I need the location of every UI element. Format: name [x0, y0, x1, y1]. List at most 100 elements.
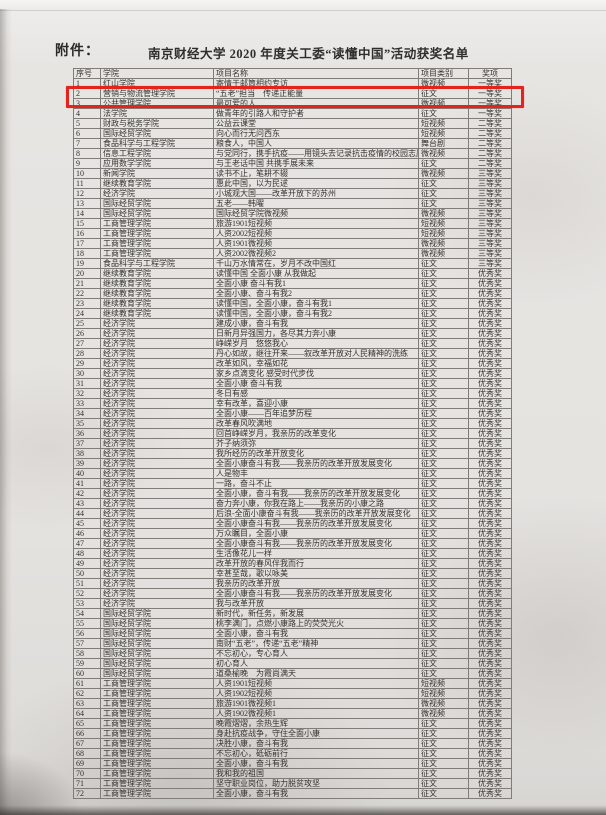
cell-category: 征文 [418, 728, 469, 739]
cell-no: 38 [73, 448, 101, 459]
cell-award: 优秀奖 [468, 668, 512, 679]
cell-project: 日新月异强国力，各尽其力奔小康 [213, 328, 419, 339]
cell-college: 食品科学与工程学院 [100, 258, 214, 269]
paper-corner-shadow [0, 725, 120, 815]
cell-project: 粮食人，中国人 [213, 138, 419, 149]
cell-no: 17 [73, 238, 101, 249]
cell-project: 全面小康奋斗有我——我亲历的改革开放发展变化 [213, 538, 419, 549]
cell-college: 国际经贸学院 [100, 648, 214, 659]
cell-category: 微视频 [418, 148, 469, 159]
table-row: 6 国际经贸学院 向心而行无问西东 短视频 二等奖 [73, 128, 512, 139]
table-row: 31 经济学院 全面小康 奋斗有我 征文 优秀奖 [73, 378, 512, 389]
cell-college: 工商管理学院 [100, 238, 214, 249]
cell-project: 全面小康、奋斗有我2 [213, 288, 419, 299]
cell-college: 国际经贸学院 [100, 208, 214, 219]
cell-award: 优秀奖 [468, 318, 512, 329]
cell-no: 50 [73, 568, 101, 579]
cell-category: 微视频 [418, 208, 469, 219]
cell-college: 继续教育学院 [100, 308, 214, 319]
cell-project: 惠此中国，以为民逑 [213, 178, 419, 189]
cell-no: 49 [73, 558, 101, 569]
cell-college: 经济学院 [100, 318, 214, 329]
cell-no: 55 [73, 618, 101, 629]
cell-no: 45 [73, 518, 101, 529]
cell-category: 短视频 [418, 218, 469, 229]
cell-college: 继续教育学院 [100, 268, 214, 279]
table-row: 54 国际经贸学院 新时代，新任务，新发展 征文 优秀奖 [73, 608, 512, 619]
cell-award: 优秀奖 [468, 428, 512, 439]
table-row: 7 食品科学与工程学院 粮食人，中国人 舞台剧 二等奖 [73, 138, 512, 149]
table-row: 15 工商管理学院 旅游1901短视频 短视频 三等奖 [73, 218, 512, 229]
table-row: 48 经济学院 生活像花儿一样 征文 优秀奖 [73, 548, 512, 559]
cell-college: 经济学院 [100, 398, 214, 409]
cell-category: 征文 [418, 438, 469, 449]
cell-college: 国际经贸学院 [100, 658, 214, 669]
cell-project: 全面小康 奋斗有我1 [213, 278, 419, 289]
cell-project: 一路，奋斗不止 [213, 478, 419, 489]
table-row: 10 新闻学院 读书不止，笔耕不辍 微视频 三等奖 [73, 168, 512, 179]
cell-category: 征文 [418, 658, 469, 669]
cell-college: 公共管理学院 [100, 98, 214, 109]
table-row: 37 经济学院 芥子纳须弥 征文 优秀奖 [73, 438, 512, 449]
cell-no: 51 [73, 578, 101, 589]
cell-college: 经济学院 [100, 428, 214, 439]
cell-award: 优秀奖 [468, 658, 512, 669]
cell-college: 经济学院 [100, 548, 214, 559]
cell-category: 征文 [418, 398, 469, 409]
table-row: 41 经济学院 一路，奋斗不止 征文 优秀奖 [73, 478, 512, 489]
cell-category: 征文 [418, 548, 469, 559]
cell-category: 征文 [418, 338, 469, 349]
cell-college: 继续教育学院 [100, 298, 214, 309]
cell-no: 18 [73, 248, 101, 259]
cell-project: 读懂中国 全面小康 从我做起 [213, 268, 419, 279]
table-row: 4 法学院 做青年的引路人和守护者 征文 一等奖 [73, 108, 512, 119]
cell-category: 征文 [418, 588, 469, 599]
cell-no: 32 [73, 388, 101, 399]
table-row: 1 红山学院 寄情于邮筒相约专访 微视频 一等奖 [73, 78, 512, 89]
cell-no: 31 [73, 378, 101, 389]
cell-no: 3 [73, 98, 101, 109]
cell-project: 幸有改革，喜迎小康 [213, 398, 419, 409]
cell-no: 25 [73, 318, 101, 329]
cell-category: 征文 [418, 638, 469, 649]
awards-table-header: 序号 学院 项目名称 项目类别 奖项 [73, 68, 512, 79]
cell-award: 优秀奖 [468, 298, 512, 309]
cell-no: 42 [73, 488, 101, 499]
cell-project: 国际经贸学院微视频 [213, 208, 419, 219]
table-row: 51 经济学院 我亲历的改革开放 征文 优秀奖 [73, 578, 512, 589]
cell-project: 人资1902短视频 [213, 688, 419, 699]
cell-award: 优秀奖 [468, 678, 512, 689]
cell-award: 优秀奖 [468, 708, 512, 719]
cell-college: 国际经贸学院 [100, 198, 214, 209]
cell-category: 征文 [418, 528, 469, 539]
cell-award: 三等奖 [468, 228, 512, 239]
cell-college: 经济学院 [100, 568, 214, 579]
cell-category: 微视频 [418, 168, 469, 179]
cell-project: 人资2002短视频 [213, 228, 419, 239]
table-row: 26 经济学院 日新月异强国力，各尽其力奔小康 征文 优秀奖 [73, 328, 512, 339]
cell-category: 征文 [418, 558, 469, 569]
cell-award: 三等奖 [468, 248, 512, 259]
cell-award: 一等奖 [468, 88, 512, 99]
cell-project: 身赴抗疫战争，守住全面小康 [213, 728, 419, 739]
cell-project: 决胜小康，奋斗有我 [213, 738, 419, 749]
cell-category: 征文 [418, 188, 469, 199]
cell-no: 60 [73, 668, 101, 679]
cell-category: 征文 [418, 628, 469, 639]
cell-category: 征文 [418, 778, 469, 789]
table-row: 61 工商管理学院 人资1901短视频 短视频 优秀奖 [73, 678, 512, 689]
cell-award: 优秀奖 [468, 608, 512, 619]
cell-category: 征文 [418, 568, 469, 579]
cell-award: 优秀奖 [468, 388, 512, 399]
table-row: 39 经济学院 全面小康奋斗有我——我亲历的改革开放发展变化 征文 优秀奖 [73, 458, 512, 469]
cell-category: 征文 [418, 608, 469, 619]
cell-project: 幸甚至哉，歌以咏美 [213, 568, 419, 579]
cell-project: 人是物丰 [213, 468, 419, 479]
cell-no: 20 [73, 268, 101, 279]
cell-award: 三等奖 [468, 178, 512, 189]
cell-award: 优秀奖 [468, 488, 512, 499]
table-row: 25 经济学院 建成小康，奋斗有我 征文 优秀奖 [73, 318, 512, 329]
cell-award: 三等奖 [468, 198, 512, 209]
